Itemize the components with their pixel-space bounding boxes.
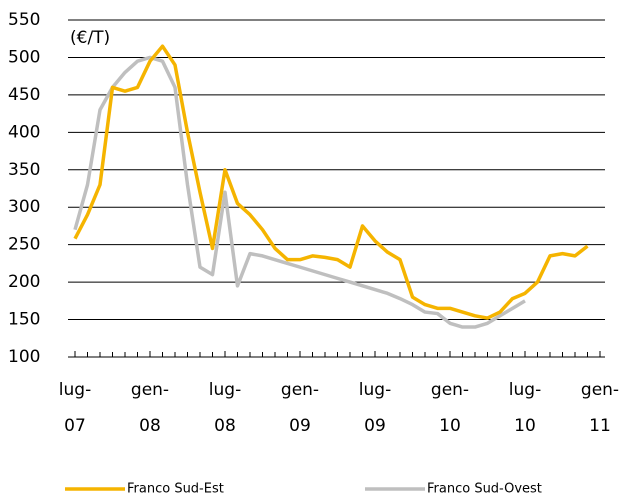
x-tick-label: lug-08 <box>209 380 241 436</box>
y-tick-label: 500 <box>8 47 40 67</box>
y-tick-label: 300 <box>8 197 40 217</box>
x-tick-label: lug-10 <box>509 380 541 436</box>
x-tick-label: lug-09 <box>359 380 391 436</box>
legend-label: Franco Sud-Ovest <box>427 482 542 497</box>
x-tick-label: gen-11 <box>581 380 619 436</box>
x-tick-label: gen-09 <box>281 380 319 436</box>
y-tick-label: 550 <box>8 10 40 30</box>
series-line <box>73 55 526 329</box>
y-tick-label: 250 <box>8 235 40 255</box>
annotation: (€/T) <box>70 28 110 48</box>
series-line <box>73 44 589 320</box>
x-tick-label: gen-10 <box>431 380 469 436</box>
x-tick-label: gen-08 <box>131 380 169 436</box>
y-tick-label: 400 <box>8 122 40 142</box>
y-tick-label: 450 <box>8 85 40 105</box>
x-tick-label: lug-07 <box>59 380 91 436</box>
y-tick-label: 350 <box>8 160 40 180</box>
y-tick-label: 150 <box>8 310 40 330</box>
y-tick-label: 200 <box>8 272 40 292</box>
y-tick-label: 100 <box>8 347 40 367</box>
legend-label: Franco Sud-Est <box>127 482 224 497</box>
